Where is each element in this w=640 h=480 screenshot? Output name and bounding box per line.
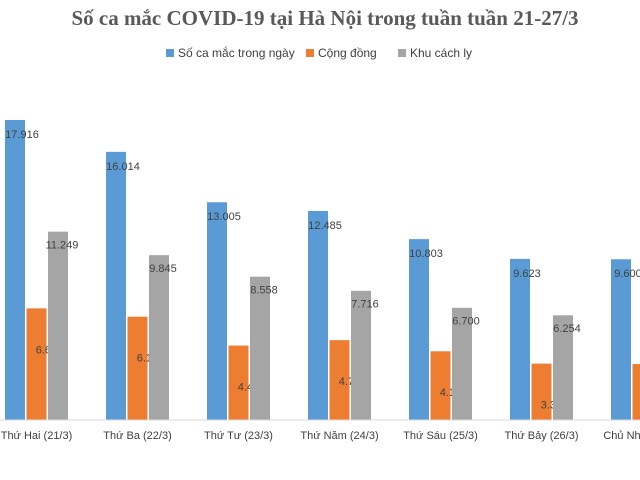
bar (452, 307, 472, 420)
legend-label: Số ca mắc trong ngày (178, 45, 295, 60)
chart-title: Số ca mắc COVID-19 tại Hà Nội trong tuần… (71, 6, 578, 30)
data-label: 7.716 (351, 299, 379, 311)
bar (351, 290, 371, 420)
x-tick-label: Thứ Ba (22/3) (103, 430, 172, 442)
data-label: 9.623 (513, 268, 541, 280)
bar (228, 345, 249, 420)
data-label: 13.005 (207, 211, 241, 223)
bar (48, 231, 68, 420)
legend-swatch (166, 49, 174, 57)
data-label: 9.600 (614, 268, 640, 280)
data-label: 12.485 (308, 220, 342, 232)
bar (329, 340, 350, 420)
legend-swatch (306, 49, 314, 57)
bar (127, 316, 148, 420)
data-label: 16.014 (106, 161, 140, 173)
bar (106, 151, 126, 420)
data-label: 8.558 (250, 285, 278, 297)
bar (553, 315, 573, 420)
data-label: 10.803 (409, 248, 443, 260)
data-label: 6.254 (553, 323, 581, 335)
bar (430, 351, 451, 420)
bar (510, 258, 530, 420)
data-label: 6.700 (452, 316, 480, 328)
bar (149, 255, 169, 420)
bar (632, 364, 640, 420)
x-tick-label: Thứ Hai (21/3) (1, 430, 73, 442)
legend-label: Khu cách ly (410, 46, 472, 60)
bar (308, 210, 328, 420)
legend-swatch (398, 49, 406, 57)
x-tick-label: Chủ Nhật (27/3) (603, 430, 640, 442)
bar (611, 259, 631, 420)
x-tick-label: Thứ Tư (23/3) (204, 430, 273, 442)
x-tick-label: Thứ Năm (24/3) (300, 430, 378, 442)
x-tick-label: Thứ Sáu (25/3) (403, 430, 478, 442)
legend: Số ca mắc trong ngày Cộng đồng Khu cách ly (166, 45, 472, 60)
bar (250, 276, 270, 420)
data-label: 11.249 (46, 240, 79, 252)
data-label: 9.845 (149, 263, 177, 275)
data-label: 17.916 (5, 129, 39, 141)
x-tick-label: Thứ Bảy (26/3) (504, 430, 578, 442)
bar (531, 363, 552, 420)
bar (5, 120, 25, 420)
bar (409, 239, 429, 420)
legend-label: Cộng đồng (318, 46, 377, 60)
bar (26, 308, 47, 420)
bar (207, 202, 227, 420)
